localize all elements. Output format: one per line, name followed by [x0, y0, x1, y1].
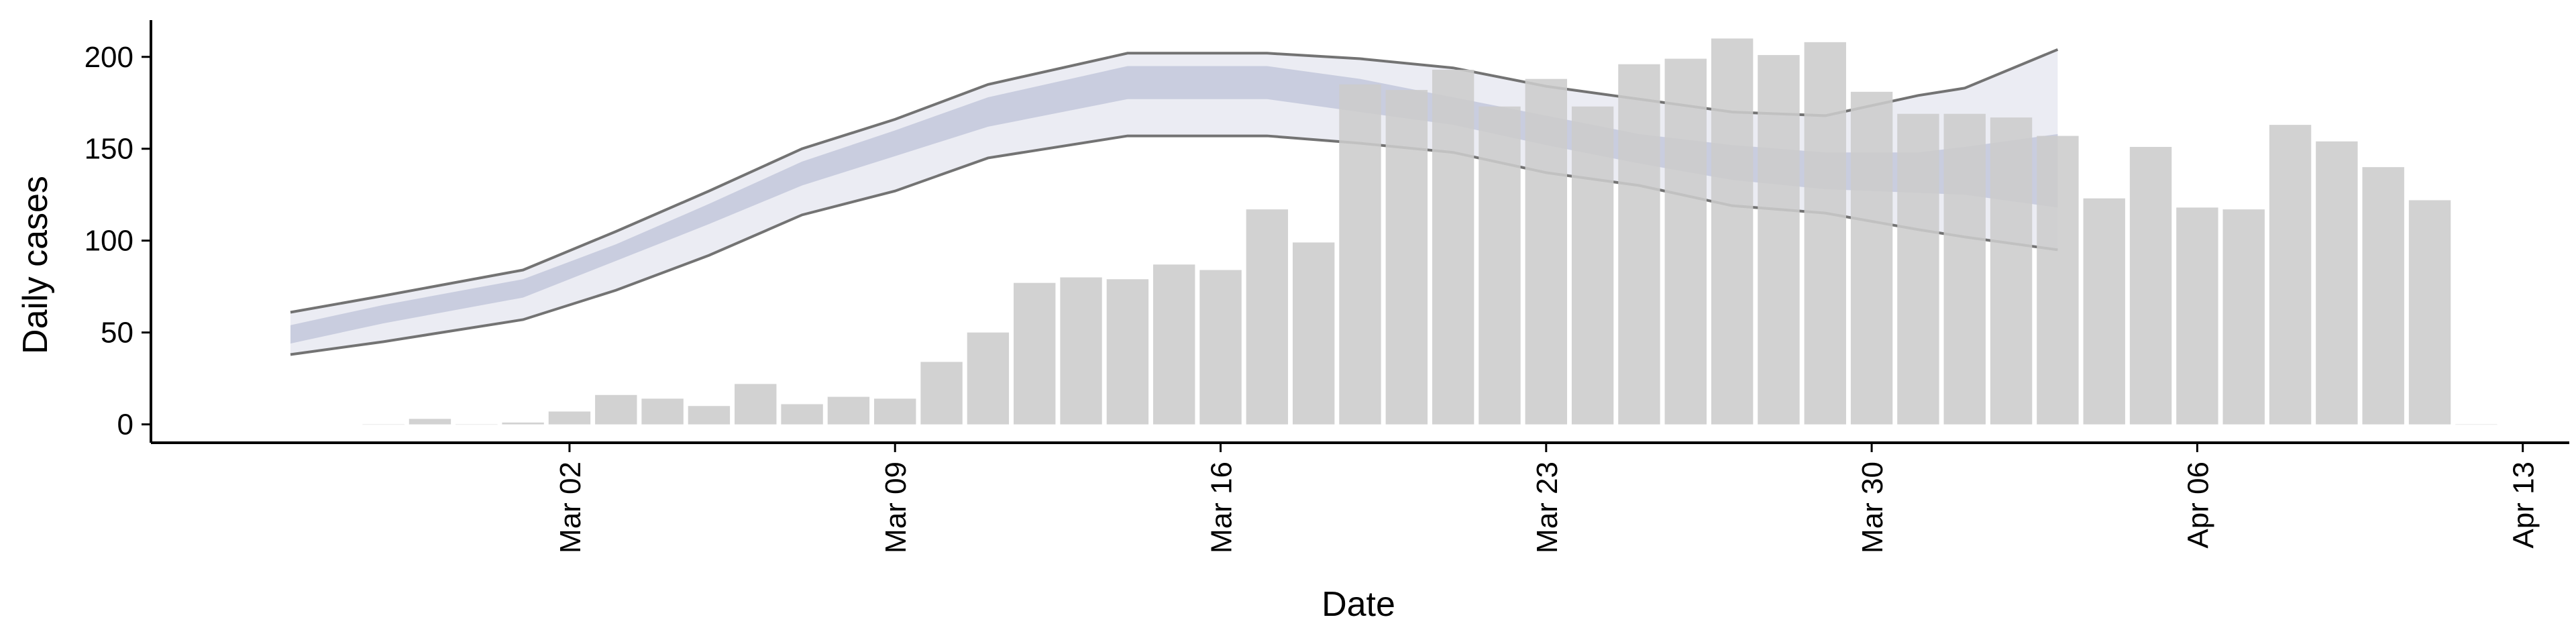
bar	[548, 411, 591, 425]
bar	[1758, 55, 1800, 425]
bar	[1292, 242, 1335, 425]
bar	[967, 332, 1010, 425]
bar	[1943, 113, 1986, 425]
bar	[2129, 147, 2172, 425]
bar	[688, 406, 731, 425]
band-50-area	[290, 66, 2058, 344]
y-tick-label: 100	[85, 225, 133, 258]
bar	[1525, 78, 1568, 425]
x-tick-label: Mar 23	[1531, 462, 1564, 553]
bar	[1199, 270, 1242, 425]
y-tick-label: 150	[85, 133, 133, 166]
bar	[920, 362, 963, 425]
bar	[1014, 282, 1056, 425]
bar	[1711, 38, 1754, 425]
bar	[1664, 58, 1707, 425]
y-tick-label: 200	[85, 41, 133, 74]
bar-series	[362, 38, 2498, 425]
bar	[1432, 69, 1474, 425]
bar	[827, 396, 870, 425]
bar	[595, 394, 637, 425]
bar	[1152, 264, 1195, 425]
bar	[1571, 106, 1614, 425]
bar	[1385, 90, 1428, 425]
bar	[641, 398, 684, 425]
bar	[1897, 113, 1939, 425]
y-tick-label: 50	[101, 317, 133, 350]
y-axis-title: Daily cases	[16, 176, 55, 354]
bar	[2176, 207, 2218, 425]
bar	[1339, 84, 1381, 425]
bar	[1804, 42, 1846, 425]
bar	[2362, 167, 2404, 425]
bar	[2316, 141, 2358, 425]
x-tick-label: Apr 13	[2508, 462, 2540, 549]
x-tick-label: Mar 30	[1856, 462, 1889, 553]
bar	[874, 398, 916, 425]
x-tick-label: Mar 02	[554, 462, 587, 553]
bar	[2269, 125, 2312, 425]
bar	[2037, 136, 2079, 425]
bar	[409, 419, 451, 425]
band-95-area	[290, 49, 2058, 355]
bar	[1106, 279, 1149, 425]
bar	[1618, 64, 1660, 425]
bar	[735, 384, 777, 425]
bar	[1060, 277, 1102, 425]
bar	[781, 404, 823, 425]
x-tick-label: Mar 09	[879, 462, 912, 553]
bar	[2222, 209, 2265, 425]
x-tick-label: Apr 06	[2182, 462, 2214, 549]
x-axis-title: Date	[1322, 585, 1395, 624]
bar	[1479, 106, 1521, 425]
bar	[502, 422, 544, 425]
bar	[2408, 200, 2451, 425]
x-tick-label: Mar 16	[1205, 462, 1238, 553]
bar	[1850, 91, 1893, 425]
y-tick-label: 0	[117, 409, 133, 441]
bar	[1990, 117, 2033, 425]
bar	[2083, 198, 2125, 425]
bar	[1246, 209, 1289, 425]
axes: 0 50 100 150 200 Mar 02 Mar 09 Mar 16 Mar 23 Mar …	[85, 20, 2569, 553]
